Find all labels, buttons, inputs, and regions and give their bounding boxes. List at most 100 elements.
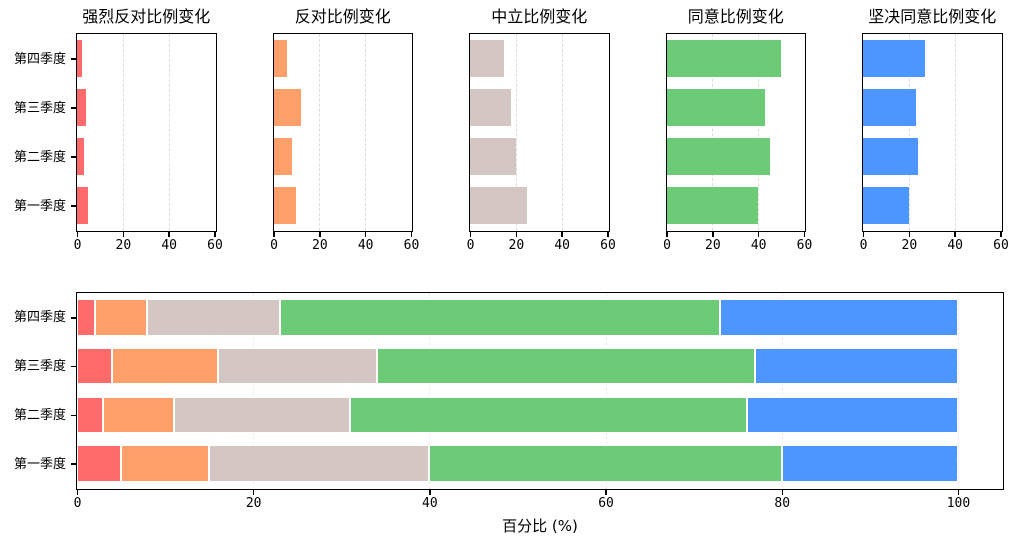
x-tick-label: 20 [312, 238, 328, 253]
gridline-x20 [122, 34, 124, 231]
gridline-x20 [253, 293, 255, 489]
x-tick-label: 60 [993, 238, 1009, 253]
x-tick-mark [252, 490, 255, 495]
x-tick-label: 0 [73, 496, 82, 511]
y-tick-mark [70, 156, 76, 158]
x-tick-mark [429, 490, 431, 495]
chart-title-2: 中立比例变化 [491, 7, 588, 26]
bar-strongly-agree [863, 187, 909, 224]
bar-disagree [273, 187, 297, 224]
gridline-x20 [908, 34, 910, 231]
bar-segment-disagree [121, 445, 210, 482]
gridline-x40 [758, 34, 760, 231]
y-tick-mark [70, 205, 76, 207]
gridline-x40 [365, 34, 367, 231]
x-tick-label: 0 [859, 238, 868, 253]
chart-title-1: 反对比例变化 [294, 7, 391, 26]
x-tick-mark [168, 232, 170, 237]
plot-area-3 [665, 33, 806, 232]
bar-segment-agree [429, 445, 782, 482]
plot-area-0 [76, 33, 217, 232]
x-tick-label: 0 [270, 238, 278, 253]
gridline-x20 [319, 34, 321, 231]
plot-area-2 [469, 33, 610, 232]
bar-segment-disagree [94, 299, 148, 336]
x-tick-label: 0 [466, 238, 475, 253]
x-tick-mark [561, 232, 563, 237]
x-tick-mark [1000, 232, 1002, 237]
gridline-x40 [954, 34, 956, 231]
x-tick-label: 80 [774, 496, 791, 511]
y-tick-mark [70, 317, 76, 319]
y-tick-label: 第三季度 [13, 359, 66, 375]
bar-segment-strongly-disagree [77, 445, 122, 482]
x-tick-label: 40 [357, 238, 374, 253]
y-tick-mark [70, 414, 76, 417]
x-tick-label: 60 [796, 238, 813, 253]
chart-title-0: 强烈反对比例变化 [82, 7, 211, 26]
gridline-x20 [712, 34, 714, 231]
bar-strongly-disagree [77, 138, 84, 175]
bar-segment-strongly-agree [746, 396, 958, 434]
chart-title-3: 同意比例变化 [687, 7, 784, 26]
x-tick-label: 60 [403, 238, 420, 253]
x-tick-mark [122, 232, 125, 237]
gridline-x20 [515, 34, 517, 231]
gridline-x100 [957, 293, 959, 489]
x-tick-mark [319, 232, 321, 237]
bar-segment-agree [279, 299, 721, 336]
bar-neutral [470, 89, 512, 126]
x-tick-mark [957, 490, 960, 495]
bar-segment-strongly-disagree [77, 347, 113, 385]
x-tick-label: 60 [598, 496, 614, 511]
x-tick-label: 40 [422, 496, 438, 511]
gridline-x40 [429, 293, 431, 489]
x-tick-mark [605, 490, 607, 495]
gridline-x40 [168, 34, 170, 231]
x-tick-mark [757, 232, 760, 237]
x-tick-mark [214, 232, 216, 237]
bar-segment-strongly-agree [755, 347, 958, 385]
y-tick-label: 第一季度 [13, 198, 66, 214]
bar-neutral [470, 138, 516, 175]
bar-segment-neutral [209, 445, 430, 482]
x-tick-label: 60 [600, 238, 616, 253]
bar-segment-neutral [217, 347, 377, 385]
y-tick-mark [70, 463, 76, 465]
gridline-x80 [781, 293, 783, 489]
x-tick-mark [954, 232, 956, 237]
x-axis-label: 百分比 (%) [502, 517, 578, 535]
bar-disagree [273, 138, 292, 175]
chart-title-4: 坚决同意比例变化 [868, 7, 997, 26]
bar-segment-strongly-disagree [77, 396, 104, 434]
bar-segment-strongly-agree [781, 445, 958, 482]
x-tick-label: 100 [946, 496, 971, 511]
x-tick-mark [273, 232, 275, 237]
x-tick-label: 20 [901, 238, 918, 253]
y-tick-mark [70, 58, 76, 60]
x-tick-mark [862, 232, 865, 237]
x-tick-mark [364, 232, 367, 237]
y-tick-mark [70, 365, 76, 368]
gridline-x60 [605, 293, 607, 489]
bar-segment-disagree [112, 347, 218, 385]
plot-area-1 [272, 33, 413, 232]
bar-segment-agree [350, 396, 747, 434]
bar-neutral [470, 40, 505, 77]
x-tick-label: 0 [663, 238, 671, 253]
y-tick-mark [70, 107, 76, 109]
x-tick-mark [908, 232, 911, 237]
x-tick-label: 0 [73, 238, 82, 253]
x-tick-mark [515, 232, 518, 237]
bar-segment-neutral [147, 299, 280, 336]
x-tick-mark [76, 490, 79, 495]
x-tick-label: 20 [245, 496, 262, 511]
bar-segment-neutral [173, 396, 351, 434]
y-tick-label: 第三季度 [13, 100, 66, 116]
x-tick-label: 40 [750, 238, 767, 253]
x-tick-mark [781, 490, 783, 495]
bar-agree [666, 138, 770, 175]
bar-strongly-agree [863, 40, 925, 77]
bar-segment-disagree [103, 396, 174, 434]
